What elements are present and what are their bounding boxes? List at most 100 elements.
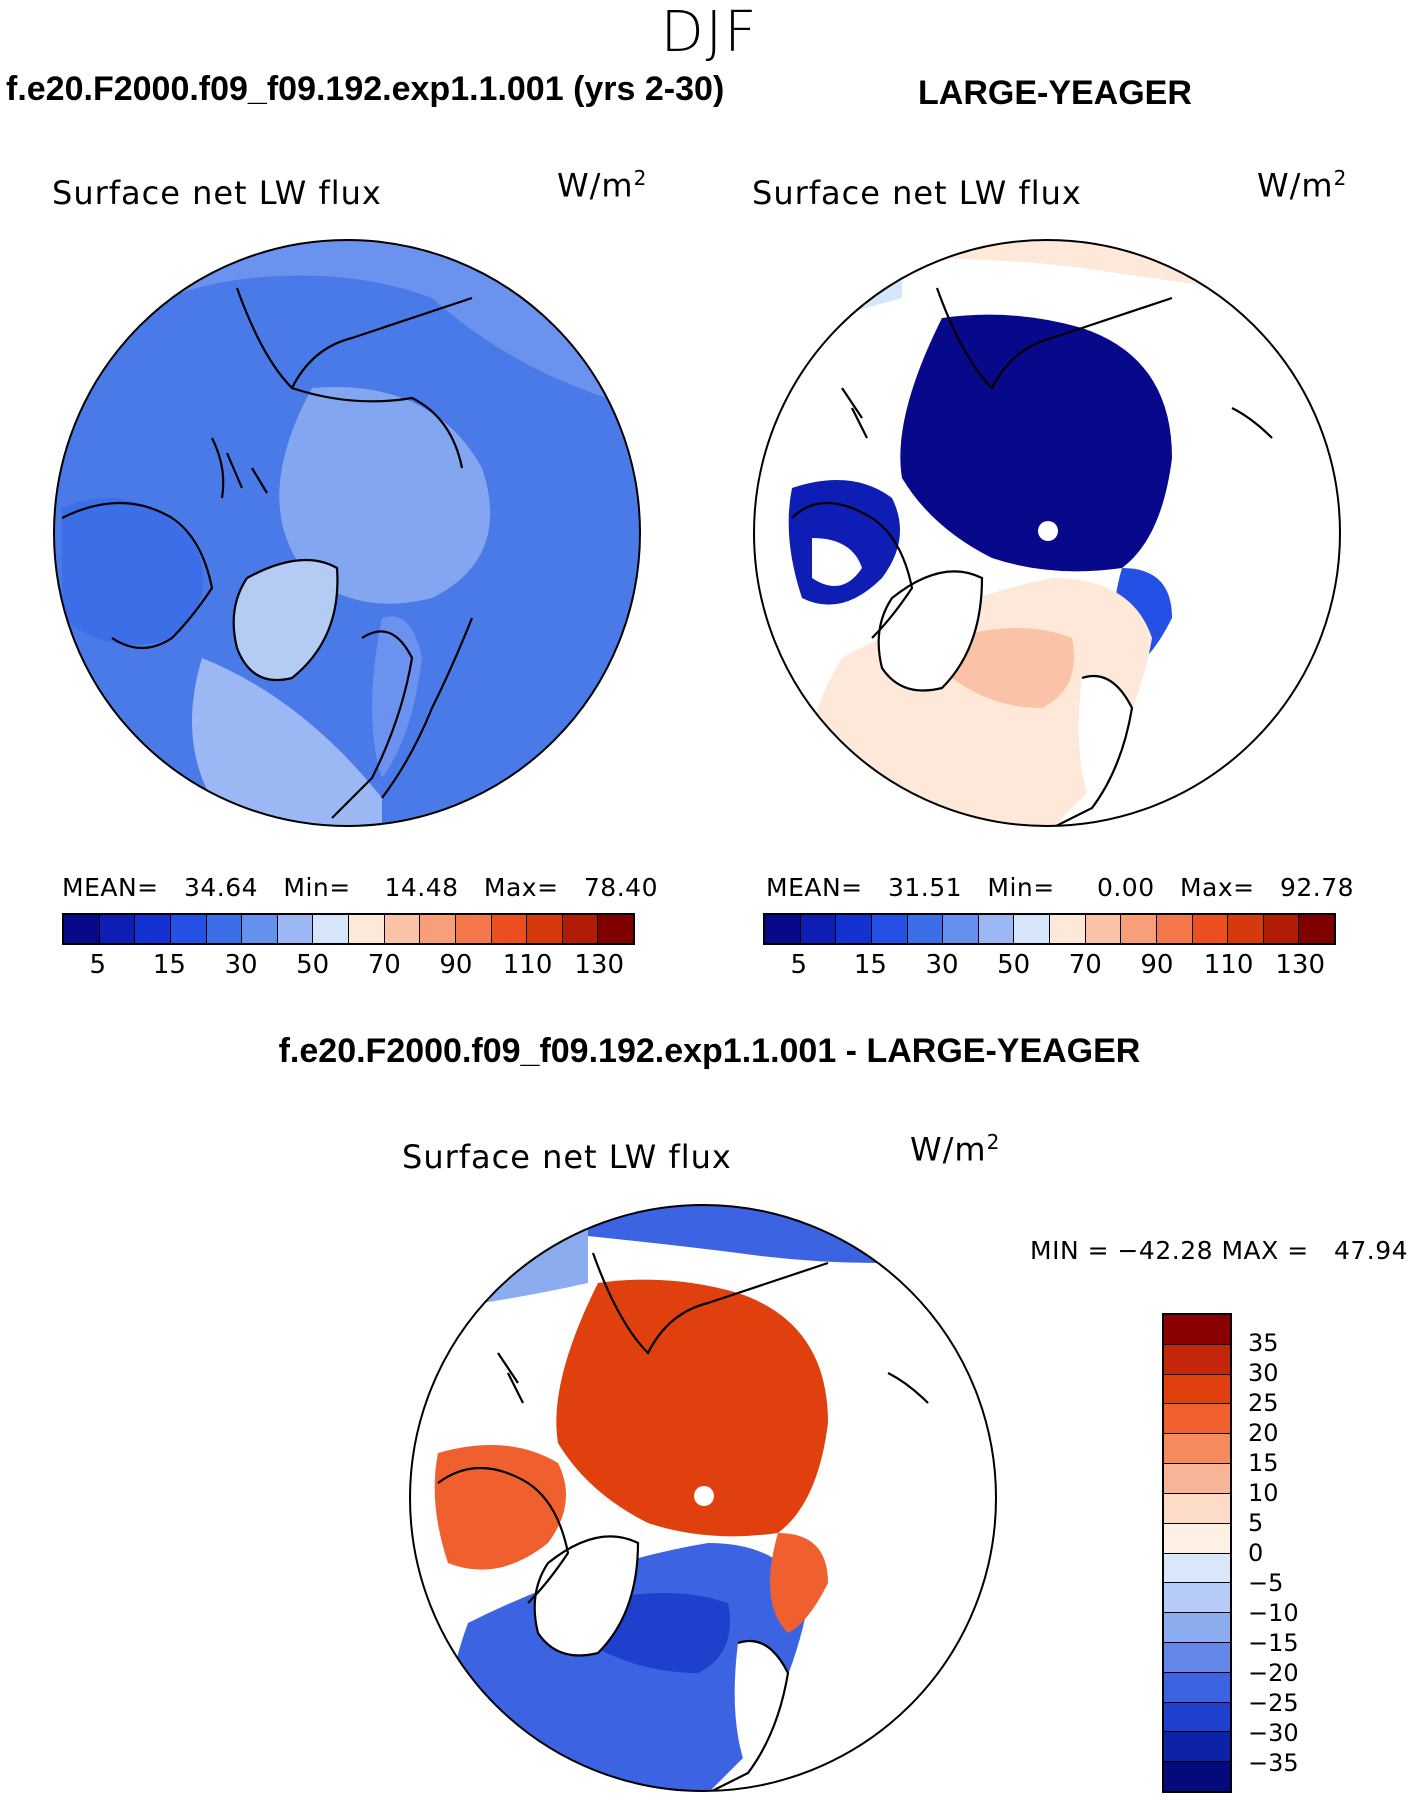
colorbar-swatch — [99, 915, 136, 943]
test-case-title: f.e20.F2000.f09_f09.192.exp1.1.001 (yrs … — [6, 70, 725, 108]
colorbar-tick-label: 15 — [853, 950, 887, 980]
colorbar-swatch — [1164, 1434, 1230, 1465]
obs-colorbar — [763, 913, 1336, 945]
colorbar-tick-label: 70 — [367, 950, 401, 980]
obs-colorbar-ticks: 5 15 30 50 70 90 110 130 — [763, 950, 1336, 984]
colorbar-tick-label: −5 — [1248, 1569, 1284, 1597]
colorbar-swatch — [1014, 915, 1050, 943]
test-coastlines — [61, 287, 474, 819]
colorbar-swatch — [64, 915, 100, 943]
diff-greenland-land — [534, 1536, 638, 1656]
colorbar-tick-label: 5 — [1248, 1509, 1264, 1537]
colorbar-tick-label: 70 — [1068, 950, 1102, 980]
diff-siberia-pos — [770, 1533, 828, 1633]
test-atlantic-region — [192, 658, 382, 826]
colorbar-tick-label: 110 — [502, 950, 553, 980]
colorbar-tick-label: 5 — [790, 950, 808, 980]
colorbar-swatch — [1263, 915, 1300, 943]
colorbar-swatch — [765, 915, 801, 943]
colorbar-swatch — [1164, 1762, 1230, 1791]
colorbar-swatch — [1121, 915, 1157, 943]
colorbar-swatch — [1299, 915, 1334, 943]
obs-atlantic-warm2 — [952, 628, 1074, 708]
colorbar-swatch — [1192, 915, 1229, 943]
colorbar-swatch — [384, 915, 421, 943]
diff-polar-map — [409, 1204, 997, 1792]
colorbar-tick-label: −30 — [1248, 1719, 1299, 1747]
obs-hudson-land — [812, 538, 862, 586]
colorbar-swatch — [1164, 1613, 1230, 1643]
colorbar-tick-label: 0 — [1248, 1539, 1264, 1567]
colorbar-swatch — [1156, 915, 1193, 943]
obs-polar-map — [753, 239, 1341, 827]
colorbar-swatch — [313, 915, 349, 943]
colorbar-tick-label: 30 — [224, 950, 258, 980]
colorbar-swatch — [1164, 1553, 1230, 1584]
colorbar-swatch — [242, 915, 278, 943]
colorbar-tick-label: −10 — [1248, 1599, 1299, 1627]
diff-coastlines — [437, 1252, 929, 1791]
colorbar-swatch — [1164, 1732, 1230, 1763]
obs-scandinavia-land — [1078, 676, 1132, 808]
colorbar-swatch — [1050, 915, 1086, 943]
colorbar-swatch — [1164, 1642, 1230, 1673]
diff-units: W/m2 — [910, 1130, 1001, 1169]
colorbar-tick-label: 130 — [1275, 950, 1326, 980]
season-title: DJF — [660, 0, 759, 65]
obs-var-title: Surface net LW flux — [752, 174, 1082, 212]
colorbar-swatch — [907, 915, 944, 943]
colorbar-swatch — [1164, 1702, 1230, 1733]
test-norway-strip — [372, 616, 422, 778]
colorbar-swatch — [871, 915, 908, 943]
diff-pole-marker — [694, 1486, 714, 1506]
test-var-title: Surface net LW flux — [52, 174, 382, 212]
colorbar-swatch — [1164, 1464, 1230, 1494]
colorbar-tick-label: 90 — [439, 950, 473, 980]
colorbar-tick-label: 15 — [1248, 1449, 1279, 1477]
colorbar-swatch — [206, 915, 243, 943]
colorbar-tick-label: −15 — [1248, 1629, 1299, 1657]
colorbar-tick-label: 130 — [574, 950, 625, 980]
colorbar-swatch — [135, 915, 171, 943]
colorbar-tick-label: 5 — [89, 950, 107, 980]
colorbar-swatch — [349, 915, 385, 943]
colorbar-swatch — [527, 915, 563, 943]
diff-colorbar-ticks: 35 30 25 20 15 10 5 0 −5 −10 −15 −20 −25 −30 −35 — [1248, 1313, 1328, 1793]
obs-stats: MEAN= 31.51 Min= 0.00 Max= 92.78 — [766, 873, 1355, 902]
diff-canada-pos — [434, 1445, 566, 1570]
colorbar-swatch — [1164, 1374, 1230, 1405]
colorbar-tick-label: 90 — [1140, 950, 1174, 980]
test-canada-land — [62, 498, 204, 645]
colorbar-tick-label: 110 — [1203, 950, 1254, 980]
obs-case-title: LARGE-YEAGER — [918, 74, 1192, 112]
diff-scandinavia-land — [734, 1641, 788, 1773]
colorbar-tick-label: 20 — [1248, 1419, 1279, 1447]
colorbar-swatch — [1164, 1672, 1230, 1703]
colorbar-swatch — [562, 915, 599, 943]
colorbar-tick-label: −35 — [1248, 1749, 1299, 1777]
diff-arctic-pos — [556, 1279, 828, 1537]
test-colorbar-ticks: 5 15 30 50 70 90 110 130 — [62, 950, 635, 984]
colorbar-tick-label: 25 — [1248, 1389, 1279, 1417]
colorbar-swatch — [170, 915, 207, 943]
diff-case-title: f.e20.F2000.f09_f09.192.exp1.1.001 - LAR… — [278, 1032, 1141, 1070]
colorbar-swatch — [836, 915, 872, 943]
test-units: W/m2 — [557, 166, 648, 205]
obs-arctic-cold — [900, 314, 1172, 572]
colorbar-swatch — [1164, 1523, 1230, 1554]
colorbar-swatch — [1164, 1583, 1230, 1614]
obs-pole-marker — [1038, 521, 1058, 541]
colorbar-tick-label: 10 — [1248, 1479, 1279, 1507]
colorbar-swatch — [455, 915, 492, 943]
test-arctic-center — [279, 387, 491, 604]
colorbar-swatch — [1164, 1404, 1230, 1435]
test-polar-map — [53, 239, 641, 827]
diff-minmax: MIN = −42.28 MAX = 47.94 — [1030, 1236, 1409, 1265]
test-colorbar — [62, 913, 635, 945]
colorbar-tick-label: 15 — [152, 950, 186, 980]
test-greenland — [233, 560, 338, 680]
colorbar-tick-label: 30 — [925, 950, 959, 980]
colorbar-swatch — [491, 915, 528, 943]
diff-colorbar — [1162, 1313, 1232, 1793]
colorbar-swatch — [1164, 1315, 1230, 1345]
